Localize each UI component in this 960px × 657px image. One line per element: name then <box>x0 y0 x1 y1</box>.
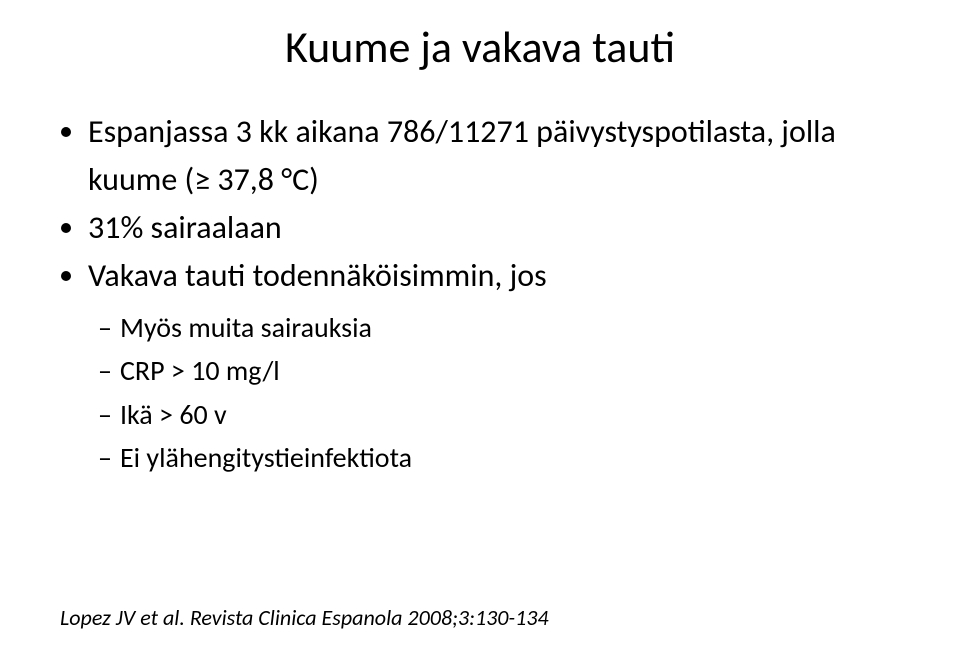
citation-text: Lopez JV et al. Revista Clinica Espanola… <box>60 604 549 631</box>
bullet-item: 31% sairaalaan <box>88 204 900 252</box>
bullet-item: Vakava tauti todennäköisimmin, jos Myös … <box>88 252 900 480</box>
bullet-item: Espanjassa 3 kk aikana 786/11271 päivyst… <box>88 108 900 204</box>
sub-bullet-item: CRP > 10 mg/l <box>120 349 900 392</box>
slide-title: Kuume ja vakava tauti <box>60 20 900 74</box>
bullet-text: Vakava tauti todennäköisimmin, jos <box>88 256 547 295</box>
bullet-list: Espanjassa 3 kk aikana 786/11271 päivyst… <box>60 108 900 480</box>
sub-bullet-item: Ikä > 60 v <box>120 393 900 436</box>
slide: Kuume ja vakava tauti Espanjassa 3 kk ai… <box>0 0 960 657</box>
sub-bullet-list: Myös muita sairauksia CRP > 10 mg/l Ikä … <box>88 306 900 480</box>
sub-bullet-item: Myös muita sairauksia <box>120 306 900 349</box>
sub-bullet-item: Ei ylähengitystieinfektiota <box>120 436 900 479</box>
